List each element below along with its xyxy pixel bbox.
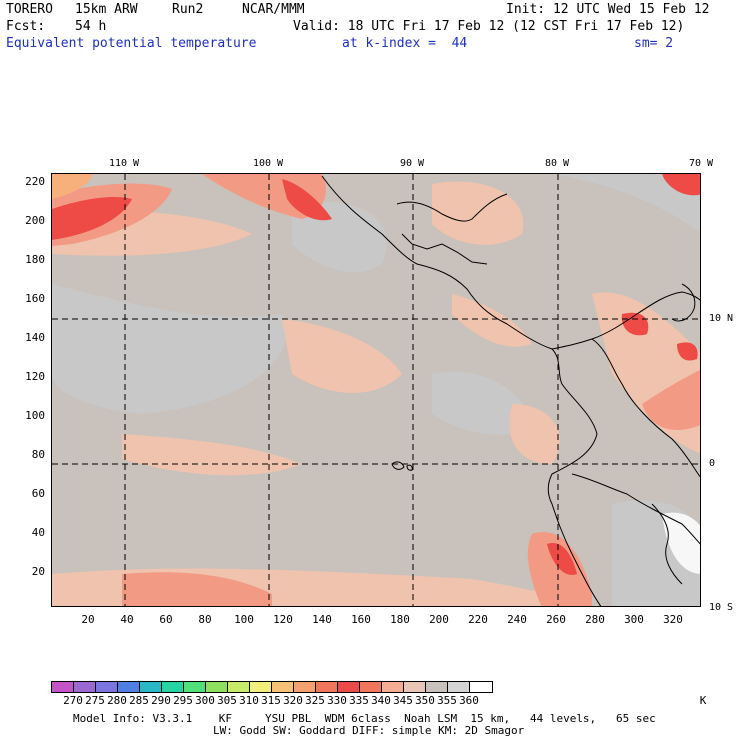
y-tick: 100 bbox=[25, 409, 45, 422]
model-resolution: 15km ARW bbox=[75, 2, 138, 17]
colorbar-label: 275 bbox=[85, 694, 105, 707]
map-panel bbox=[51, 173, 701, 607]
y-tick: 40 bbox=[31, 526, 45, 539]
colorbar-swatch bbox=[162, 682, 184, 692]
forecast-hours: 54 h bbox=[75, 19, 107, 34]
y-tick: 220 bbox=[25, 175, 45, 188]
colorbar-label: 315 bbox=[261, 694, 281, 707]
colorbar-swatch bbox=[52, 682, 74, 692]
colorbar-swatch bbox=[360, 682, 382, 692]
y-tick: 200 bbox=[25, 214, 45, 227]
colorbar-swatch bbox=[448, 682, 470, 692]
x-tick: 320 bbox=[663, 613, 683, 626]
colorbar-label: 360 bbox=[459, 694, 479, 707]
colorbar-label: 290 bbox=[151, 694, 171, 707]
x-tick: 120 bbox=[273, 613, 293, 626]
lat-label-10n: 10 N bbox=[709, 313, 734, 324]
x-tick: 160 bbox=[351, 613, 371, 626]
x-tick: 260 bbox=[546, 613, 566, 626]
y-tick: 80 bbox=[31, 448, 45, 461]
smoothing-info: sm= 2 bbox=[634, 36, 674, 51]
colorbar-label: 295 bbox=[173, 694, 193, 707]
lon-label-100w: 100 W bbox=[252, 158, 284, 169]
lat-label-0: 0 bbox=[709, 458, 716, 469]
colorbar bbox=[51, 681, 493, 693]
colorbar-swatch bbox=[74, 682, 96, 692]
x-tick: 80 bbox=[198, 613, 212, 626]
colorbar-swatch bbox=[382, 682, 404, 692]
colorbar-label: 325 bbox=[305, 694, 325, 707]
x-tick: 280 bbox=[585, 613, 605, 626]
colorbar-swatch bbox=[118, 682, 140, 692]
model-name: TORERO bbox=[6, 2, 53, 17]
level-info: at k-index = 44 bbox=[342, 36, 468, 51]
colorbar-label: 270 bbox=[63, 694, 83, 707]
x-tick: 300 bbox=[624, 613, 644, 626]
y-tick: 60 bbox=[31, 487, 45, 500]
x-tick: 40 bbox=[120, 613, 134, 626]
model-physics: LW: Godd SW: Goddard DIFF: simple KM: 2D… bbox=[213, 724, 525, 737]
colorbar-swatch bbox=[228, 682, 250, 692]
lon-label-70w: 70 W bbox=[688, 158, 714, 169]
lon-label-80w: 80 W bbox=[544, 158, 570, 169]
colorbar-swatch bbox=[184, 682, 206, 692]
colorbar-swatch bbox=[470, 682, 492, 692]
colorbar-label: 305 bbox=[217, 694, 237, 707]
run-label: Run2 bbox=[172, 2, 204, 17]
valid-time: Valid: 18 UTC Fri 17 Feb 12 (12 CST Fri … bbox=[293, 19, 685, 34]
colorbar-swatch bbox=[206, 682, 228, 692]
map-shading bbox=[52, 174, 700, 606]
colorbar-label: 320 bbox=[283, 694, 303, 707]
y-tick: 160 bbox=[25, 292, 45, 305]
colorbar-swatch bbox=[140, 682, 162, 692]
colorbar-label: 310 bbox=[239, 694, 259, 707]
init-time: Init: 12 UTC Wed 15 Feb 12 bbox=[506, 2, 710, 17]
org-label: NCAR/MMM bbox=[242, 2, 305, 17]
colorbar-swatch bbox=[338, 682, 360, 692]
x-tick: 20 bbox=[81, 613, 95, 626]
x-tick: 220 bbox=[468, 613, 488, 626]
x-tick: 100 bbox=[234, 613, 254, 626]
y-tick: 140 bbox=[25, 331, 45, 344]
lat-label-10s: 10 S bbox=[709, 602, 734, 613]
colorbar-label: 340 bbox=[371, 694, 391, 707]
lon-label-110w: 110 W bbox=[108, 158, 140, 169]
model-info: Model Info: V3.3.1 KF YSU PBL WDM 6class… bbox=[73, 712, 656, 725]
x-tick: 180 bbox=[390, 613, 410, 626]
colorbar-label: 330 bbox=[327, 694, 347, 707]
colorbar-label: 280 bbox=[107, 694, 127, 707]
lon-label-90w: 90 W bbox=[399, 158, 425, 169]
colorbar-label: 355 bbox=[437, 694, 457, 707]
colorbar-unit: K bbox=[699, 694, 707, 707]
forecast-label: Fcst: bbox=[6, 19, 46, 34]
colorbar-label: 300 bbox=[195, 694, 215, 707]
y-tick: 120 bbox=[25, 370, 45, 383]
x-tick: 60 bbox=[159, 613, 173, 626]
y-tick: 20 bbox=[31, 565, 45, 578]
x-tick: 200 bbox=[429, 613, 449, 626]
colorbar-label: 285 bbox=[129, 694, 149, 707]
x-tick: 240 bbox=[507, 613, 527, 626]
colorbar-swatch bbox=[294, 682, 316, 692]
colorbar-swatch bbox=[96, 682, 118, 692]
colorbar-label: 350 bbox=[415, 694, 435, 707]
y-tick: 180 bbox=[25, 253, 45, 266]
field-name: Equivalent potential temperature bbox=[6, 36, 257, 51]
colorbar-swatch bbox=[426, 682, 448, 692]
colorbar-label: 345 bbox=[393, 694, 413, 707]
x-tick: 140 bbox=[312, 613, 332, 626]
colorbar-swatch bbox=[272, 682, 294, 692]
colorbar-swatch bbox=[316, 682, 338, 692]
colorbar-label: 335 bbox=[349, 694, 369, 707]
colorbar-swatch bbox=[404, 682, 426, 692]
colorbar-swatch bbox=[250, 682, 272, 692]
